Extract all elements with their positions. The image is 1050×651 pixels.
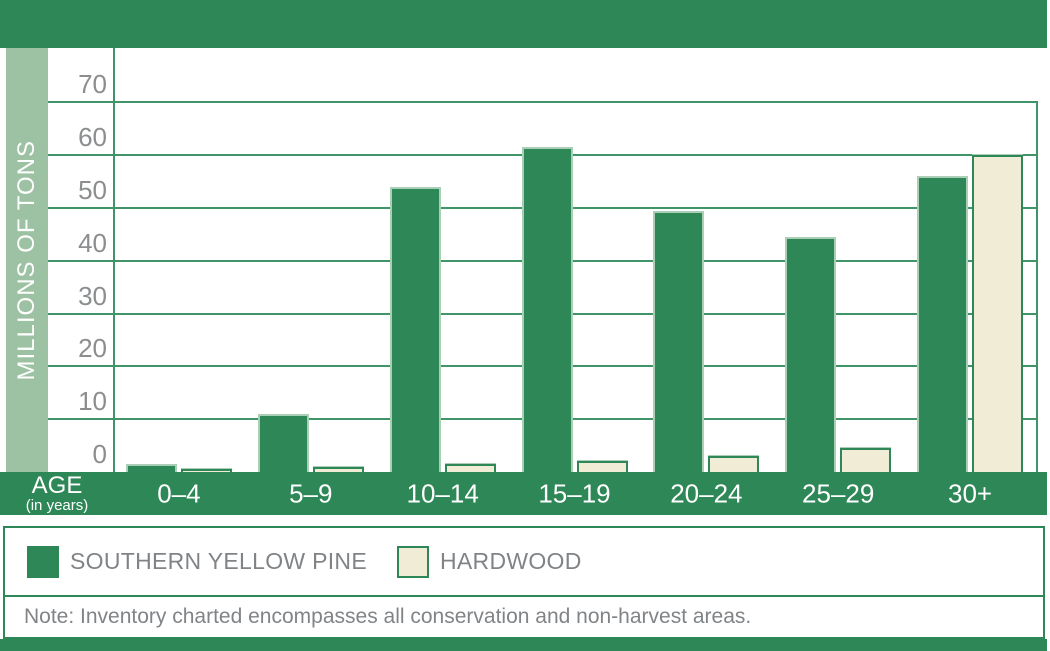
hardwood-bar-3 [576, 461, 628, 472]
pine-bar-6 [917, 176, 969, 472]
gridline-70 [48, 101, 1038, 104]
x-category-1: 5–9 [289, 478, 333, 508]
y-tick-40: 40 [78, 227, 107, 258]
pine-bar-0 [125, 464, 177, 472]
y-axis-title-strip: MILLIONS OF TONS [6, 48, 48, 472]
note-text: Note: Inventory charted encompasses all … [24, 605, 752, 628]
x-category-4: 20–24 [670, 478, 743, 508]
hardwood-bar-5 [840, 448, 892, 472]
y-tick-50: 50 [78, 175, 107, 205]
hardwood-bar-1 [312, 466, 364, 472]
plot-right-border [1036, 101, 1038, 472]
hardwood-bar-6 [972, 155, 1024, 472]
x-axis-label-sub: (in years) [25, 497, 89, 514]
legend-swatch-southern-yellow-pine [27, 545, 59, 578]
header-bar [0, 0, 1047, 48]
pine-bar-2 [389, 186, 441, 472]
pine-bar-3 [521, 147, 573, 472]
pine-bar-5 [785, 237, 837, 472]
hardwood-bar-2 [444, 464, 496, 472]
plot-area: 0 10 20 30 40 50 60 70 [48, 48, 1038, 472]
legend-swatch-hardwood [396, 545, 429, 578]
x-category-5: 25–29 [802, 478, 875, 508]
y-tick-20: 20 [78, 333, 107, 364]
legend: SOUTHERN YELLOW PINE HARDWOOD [3, 526, 1045, 597]
hardwood-bar-0 [180, 469, 232, 472]
x-axis-strip: AGE (in years) 0–4 5–9 10–14 15–19 20–24 25–2… [0, 472, 1047, 515]
x-category-2: 10–14 [406, 478, 479, 508]
legend-label-hardwood: HARDWOOD [439, 548, 582, 574]
note: Note: Inventory charted encompasses all … [3, 595, 1045, 639]
pine-bar-4 [653, 210, 705, 472]
legend-label-southern-yellow-pine: SOUTHERN YELLOW PINE [70, 548, 367, 574]
hardwood-bar-4 [708, 456, 760, 472]
x-category-0: 0–4 [157, 478, 201, 508]
x-category-6: 30+ [948, 478, 993, 508]
x-category-3: 15–19 [538, 478, 611, 508]
y-tick-60: 60 [78, 122, 107, 153]
y-axis-title: MILLIONS OF TONS [13, 139, 40, 381]
y-tick-0: 0 [92, 439, 107, 469]
footer-bar [0, 639, 1047, 651]
x-axis-label: AGE (in years) [18, 474, 96, 514]
y-tick-30: 30 [78, 280, 107, 311]
y-tick-10: 10 [78, 386, 107, 417]
x-axis-label-main: AGE [31, 472, 83, 499]
pine-bar-1 [257, 413, 309, 472]
y-tick-70: 70 [78, 69, 107, 100]
